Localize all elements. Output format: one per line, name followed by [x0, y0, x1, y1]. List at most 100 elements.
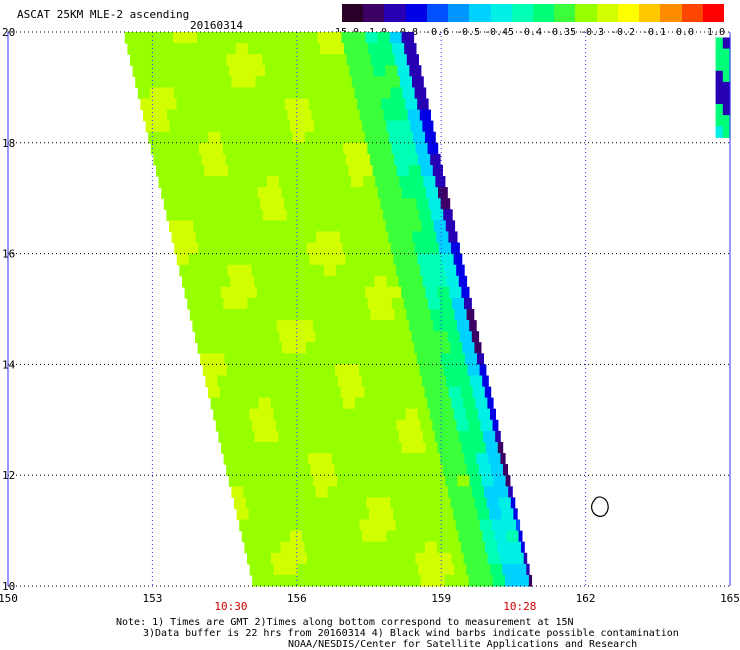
swath-cell	[397, 475, 410, 487]
swath-cell	[430, 464, 444, 476]
swath-cell	[156, 65, 170, 77]
swath-cell	[339, 486, 353, 498]
swath-cell	[487, 397, 494, 410]
swath-cell	[375, 76, 389, 88]
swath-cell	[285, 563, 299, 576]
swath-cell	[243, 486, 256, 498]
swath-cell	[358, 153, 371, 166]
swath-cell	[336, 574, 349, 587]
swath-cell	[204, 320, 217, 332]
swath-cell	[206, 176, 220, 188]
swath-cell	[325, 375, 339, 388]
swath-cell	[309, 408, 323, 421]
swath-cell	[202, 209, 216, 221]
swath-cell	[463, 397, 476, 410]
swath-cell	[271, 297, 284, 310]
swath-cell	[516, 574, 530, 587]
swath-cell	[174, 242, 187, 255]
swath-cell	[250, 364, 264, 377]
swath-cell	[456, 574, 470, 587]
swath-cell	[271, 552, 284, 565]
swath-cell	[299, 264, 313, 277]
colorbar-swatch	[532, 4, 555, 22]
swath-cell	[356, 453, 369, 465]
swath-cell	[298, 309, 311, 321]
swath-cell	[521, 541, 525, 554]
swath-cell	[503, 464, 508, 476]
swath-cell	[403, 552, 416, 565]
swath-cell	[362, 275, 376, 288]
swath-cell	[371, 519, 385, 532]
swath-cell	[332, 43, 345, 55]
swath-cell	[273, 153, 287, 166]
swath-cell	[261, 153, 275, 166]
swath-cell	[422, 375, 435, 388]
swath-cell	[471, 331, 480, 343]
swath-cell	[183, 231, 197, 244]
swath-cell	[351, 331, 364, 343]
swath-cell	[286, 309, 299, 321]
swath-cell	[432, 419, 445, 432]
swath-cell	[337, 475, 350, 487]
swath-cell	[497, 541, 510, 554]
swath-cell	[305, 342, 319, 354]
swath-cell	[435, 176, 446, 188]
swath-cell	[385, 65, 398, 77]
swath-cell	[383, 519, 397, 532]
swath-cell	[419, 364, 432, 377]
swath-cell	[261, 253, 274, 266]
swath-cell	[249, 408, 262, 421]
swath-cell	[420, 419, 433, 432]
swath-cell	[361, 220, 375, 233]
swath-cell	[439, 397, 452, 410]
swath-cell	[423, 430, 436, 443]
swath-cell	[350, 120, 363, 133]
swath-cell	[248, 508, 262, 521]
swath-cell	[157, 120, 171, 133]
swath-cell	[402, 342, 415, 354]
swath-cell	[185, 87, 199, 100]
swath-cell	[203, 264, 217, 277]
swath-cell	[219, 231, 233, 244]
swath-cell	[309, 253, 322, 266]
y-tick-label-20: 20	[2, 26, 15, 39]
swath-cell	[297, 253, 310, 266]
swath-cell	[448, 231, 458, 244]
swath-cell	[452, 353, 466, 365]
swath-cell	[314, 530, 327, 543]
swath-cell	[470, 375, 483, 388]
swath-cell	[360, 165, 374, 177]
swath-cell	[337, 375, 351, 388]
swath-cell	[340, 386, 353, 399]
swath-cell	[437, 286, 450, 299]
swath-cell	[204, 165, 217, 177]
swath-cell	[419, 109, 431, 122]
swath-cell	[404, 198, 418, 210]
swath-cell	[319, 142, 332, 155]
swath-cell	[216, 320, 230, 332]
swath-cell	[218, 430, 231, 443]
swath-cell	[234, 397, 248, 410]
swath-cell	[253, 65, 266, 77]
swath-cell	[254, 275, 267, 288]
swath-cell	[275, 264, 289, 277]
swath-cell	[225, 408, 238, 421]
swath-cell	[334, 54, 348, 66]
swath-cell	[371, 364, 384, 377]
swath-cell	[136, 32, 150, 44]
swath-cell	[282, 87, 295, 100]
swath-cell	[175, 198, 189, 210]
swath-cell	[320, 43, 333, 55]
swath-cell	[395, 364, 408, 377]
swath-cell	[217, 375, 230, 388]
swath-cell	[409, 220, 423, 233]
swath-cell	[401, 442, 415, 454]
swath-cell	[511, 552, 525, 565]
swath-cell	[269, 442, 282, 454]
swath-cell	[436, 231, 449, 244]
swath-cell	[358, 309, 371, 321]
swath-fragment-cell	[722, 37, 731, 50]
swath-cell	[341, 442, 354, 454]
swath-cell	[356, 43, 369, 55]
swath-cell	[221, 442, 234, 454]
